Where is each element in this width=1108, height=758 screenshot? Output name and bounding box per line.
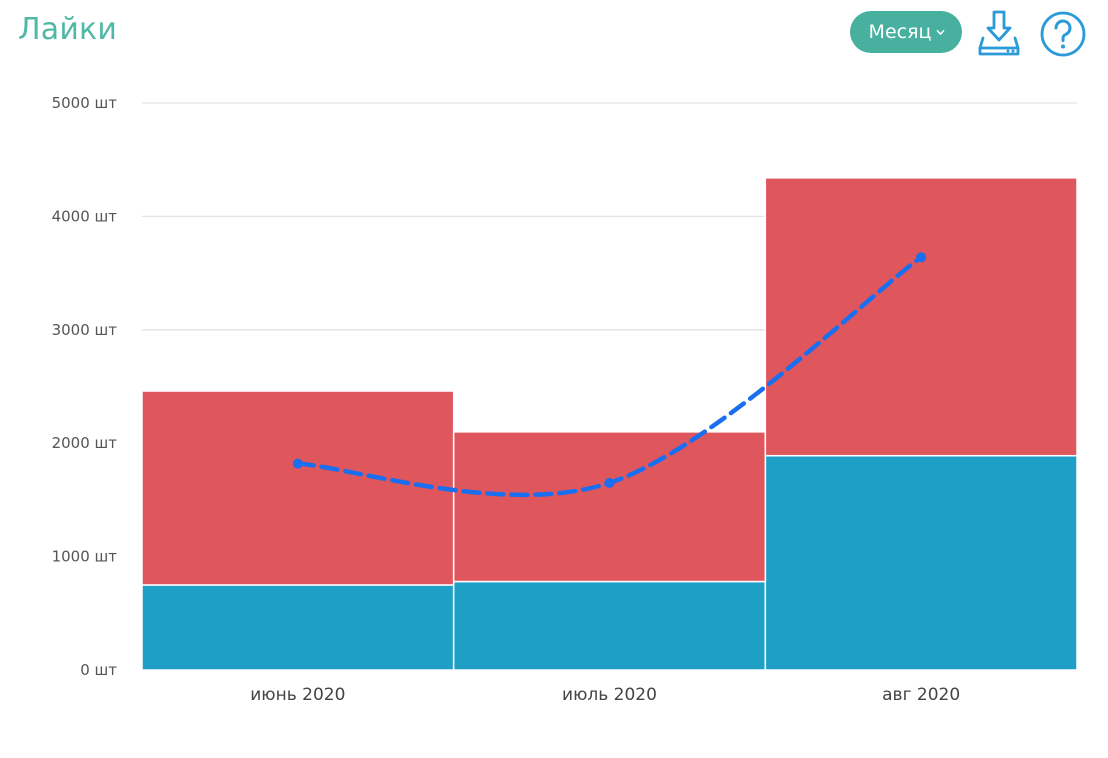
trend-point [292,458,303,469]
trend-point [916,252,927,263]
bar-series-1 [141,584,455,671]
x-tick-label: авг 2020 [882,685,960,705]
bar-series-2 [452,431,767,583]
trend-point [604,477,615,488]
period-dropdown-button[interactable]: Месяц [850,11,962,53]
help-icon[interactable] [1038,8,1088,58]
chevron-down-icon [937,29,945,35]
period-label: Месяц [868,21,932,43]
download-icon[interactable] [974,8,1024,58]
x-tick-label: июль 2020 [562,685,657,705]
y-tick-label: 0 шт [80,661,117,679]
chart-title: Лайки [18,12,118,47]
y-tick-label: 2000 шт [52,434,118,452]
y-tick-label: 4000 шт [52,207,118,225]
bar-series-1 [764,454,1078,671]
y-tick-label: 1000 шт [52,548,118,566]
y-tick-label: 5000 шт [52,94,118,112]
bar-series-2 [764,177,1078,457]
bar-series-1 [452,580,767,671]
y-tick-label: 3000 шт [52,321,118,339]
bar-series-2 [141,390,455,586]
x-tick-label: июнь 2020 [250,685,345,705]
